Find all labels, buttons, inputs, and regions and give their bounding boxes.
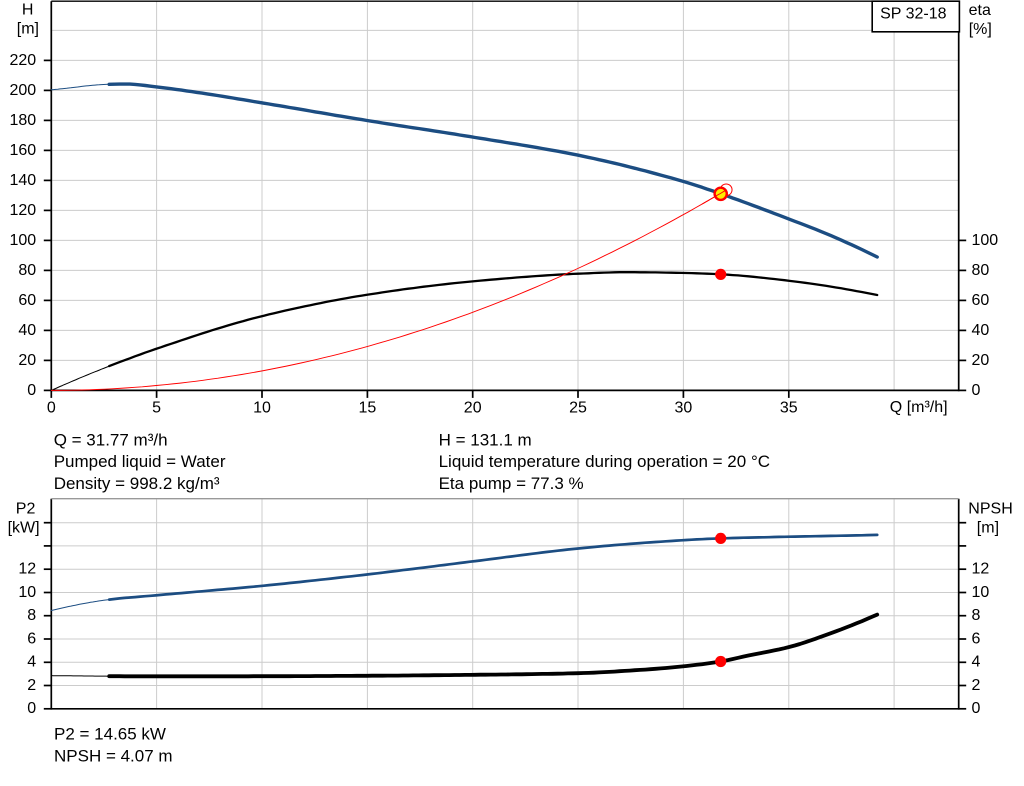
svg-text:2: 2 (972, 677, 981, 694)
svg-text:eta: eta (969, 2, 991, 19)
svg-text:Pumped liquid = Water: Pumped liquid = Water (54, 452, 226, 471)
svg-text:NPSH = 4.07 m: NPSH = 4.07 m (54, 747, 173, 766)
svg-text:20: 20 (972, 352, 990, 369)
svg-text:NPSH: NPSH (968, 500, 1012, 517)
svg-text:8: 8 (27, 607, 36, 624)
svg-text:10: 10 (972, 584, 990, 601)
svg-text:[kW]: [kW] (8, 519, 40, 536)
svg-text:2: 2 (27, 677, 36, 694)
svg-text:120: 120 (9, 202, 36, 219)
svg-text:P2: P2 (16, 500, 36, 517)
svg-text:0: 0 (972, 382, 981, 399)
svg-text:80: 80 (972, 262, 990, 279)
svg-text:25: 25 (569, 399, 587, 416)
svg-text:10: 10 (253, 399, 271, 416)
svg-text:140: 140 (9, 172, 36, 189)
svg-text:Q = 31.77 m³/h: Q = 31.77 m³/h (54, 430, 168, 449)
svg-text:80: 80 (18, 262, 36, 279)
svg-text:5: 5 (152, 399, 161, 416)
svg-text:Eta pump = 77.3 %: Eta pump = 77.3 % (439, 474, 584, 493)
svg-text:20: 20 (464, 399, 482, 416)
svg-text:Q [m³/h]: Q [m³/h] (890, 399, 948, 416)
svg-text:40: 40 (972, 322, 990, 339)
svg-text:220: 220 (9, 52, 36, 69)
svg-text:SP 32-18: SP 32-18 (880, 6, 947, 23)
svg-text:6: 6 (27, 630, 36, 647)
svg-text:4: 4 (972, 654, 981, 671)
svg-text:P2 = 14.65 kW: P2 = 14.65 kW (54, 725, 166, 744)
svg-text:0: 0 (27, 382, 36, 399)
svg-text:Liquid temperature during oper: Liquid temperature during operation = 20… (439, 452, 770, 471)
svg-text:100: 100 (972, 232, 999, 249)
svg-text:35: 35 (780, 399, 798, 416)
svg-text:[m]: [m] (977, 519, 999, 536)
svg-text:10: 10 (18, 584, 36, 601)
svg-text:160: 160 (9, 142, 36, 159)
svg-text:0: 0 (47, 399, 56, 416)
svg-text:20: 20 (18, 352, 36, 369)
svg-text:Density = 998.2 kg/m³: Density = 998.2 kg/m³ (54, 474, 220, 493)
svg-text:30: 30 (675, 399, 693, 416)
svg-text:4: 4 (27, 654, 36, 671)
svg-text:8: 8 (972, 607, 981, 624)
svg-text:0: 0 (972, 700, 981, 717)
svg-text:6: 6 (972, 630, 981, 647)
svg-text:60: 60 (18, 292, 36, 309)
svg-text:200: 200 (9, 82, 36, 99)
svg-text:H = 131.1 m: H = 131.1 m (439, 430, 532, 449)
svg-text:15: 15 (359, 399, 377, 416)
svg-text:[%]: [%] (969, 21, 992, 38)
svg-text:100: 100 (9, 232, 36, 249)
svg-text:60: 60 (972, 292, 990, 309)
svg-text:40: 40 (18, 322, 36, 339)
svg-text:[m]: [m] (17, 21, 39, 38)
svg-text:H: H (22, 2, 34, 19)
svg-text:180: 180 (9, 112, 36, 129)
svg-text:0: 0 (27, 700, 36, 717)
svg-text:12: 12 (18, 561, 36, 578)
svg-text:12: 12 (972, 561, 990, 578)
